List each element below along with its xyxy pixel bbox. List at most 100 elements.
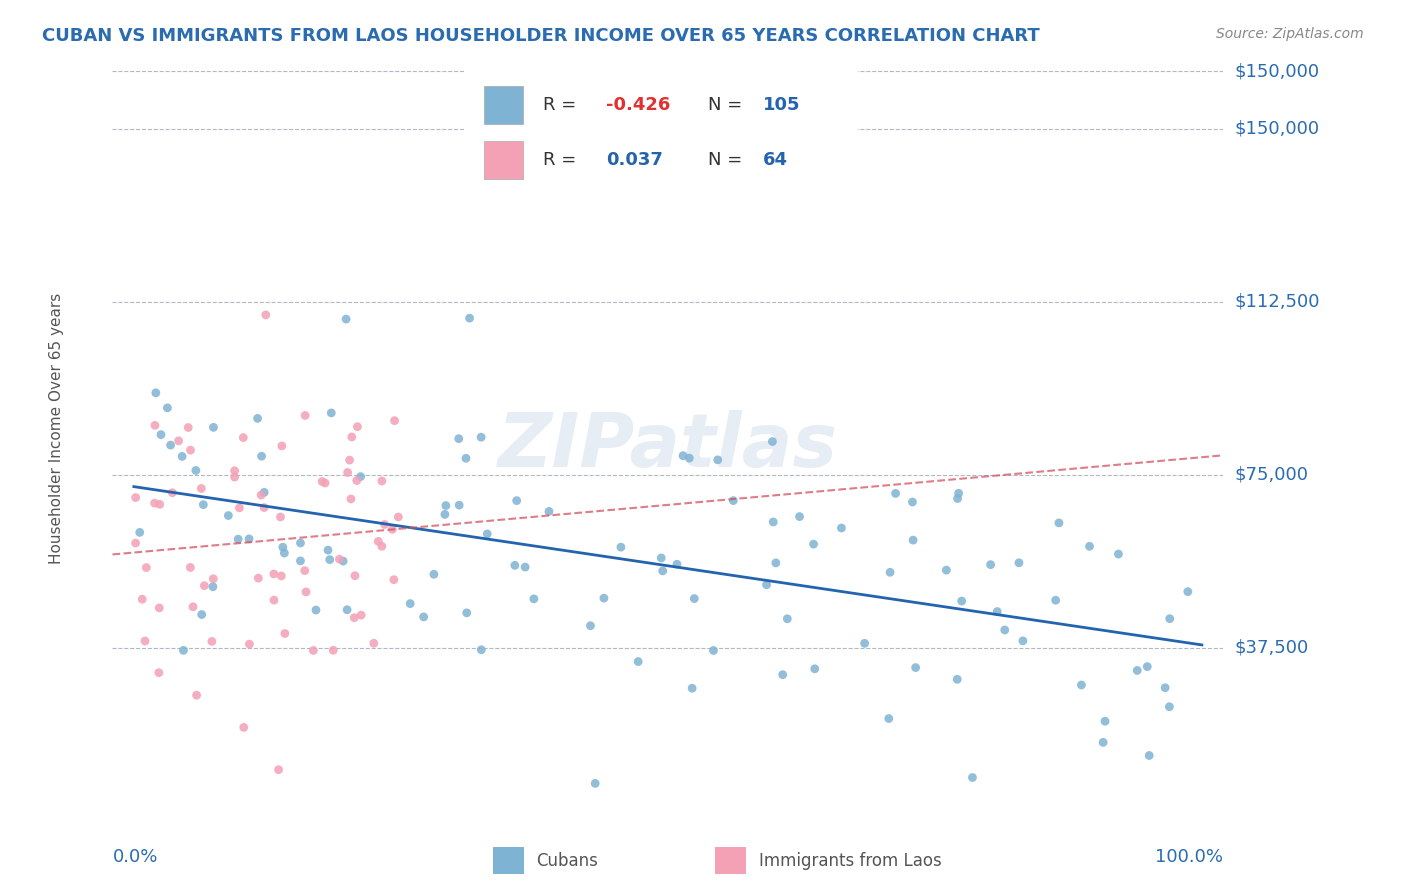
Point bbox=[503, 558, 526, 573]
Point bbox=[270, 510, 292, 524]
Point bbox=[179, 560, 201, 574]
Text: Source: ZipAtlas.com: Source: ZipAtlas.com bbox=[1216, 27, 1364, 41]
Point bbox=[505, 493, 527, 508]
Point bbox=[367, 534, 389, 549]
Point bbox=[765, 556, 787, 570]
Text: Householder Income Over 65 years: Householder Income Over 65 years bbox=[49, 293, 63, 564]
Point bbox=[254, 308, 277, 322]
Point bbox=[583, 776, 606, 790]
Point bbox=[433, 508, 456, 522]
Point bbox=[363, 636, 385, 650]
Point bbox=[335, 312, 357, 326]
Point bbox=[294, 409, 316, 423]
Point bbox=[238, 637, 260, 651]
Point bbox=[149, 497, 172, 511]
Point bbox=[226, 532, 249, 546]
Point bbox=[387, 510, 409, 524]
Point bbox=[302, 643, 325, 657]
Point bbox=[193, 498, 215, 512]
Point bbox=[371, 539, 394, 553]
Point bbox=[271, 540, 294, 554]
Point bbox=[124, 491, 146, 505]
Point bbox=[666, 558, 689, 572]
Point bbox=[250, 488, 273, 502]
Point bbox=[946, 491, 969, 506]
Point bbox=[336, 603, 359, 617]
Point bbox=[948, 486, 970, 500]
Text: R =: R = bbox=[543, 151, 582, 169]
Point bbox=[150, 427, 173, 442]
Text: ZIPatlas: ZIPatlas bbox=[498, 409, 838, 483]
Point bbox=[382, 573, 405, 587]
Point bbox=[290, 554, 312, 568]
Point bbox=[156, 401, 179, 415]
Point bbox=[232, 431, 254, 445]
Point bbox=[228, 500, 250, 515]
Point bbox=[579, 618, 602, 632]
Point bbox=[470, 430, 492, 444]
Point bbox=[412, 610, 434, 624]
Point bbox=[224, 470, 246, 484]
Text: Cubans: Cubans bbox=[536, 852, 598, 870]
Point bbox=[1137, 748, 1160, 763]
Point bbox=[311, 475, 333, 489]
Point bbox=[681, 681, 703, 696]
Point bbox=[1177, 584, 1199, 599]
Point bbox=[1159, 699, 1181, 714]
Point bbox=[162, 485, 184, 500]
Point bbox=[723, 493, 745, 508]
Point bbox=[901, 533, 924, 548]
Point bbox=[186, 688, 208, 702]
Point bbox=[381, 522, 404, 536]
Point bbox=[371, 474, 394, 488]
Point bbox=[946, 673, 969, 687]
Bar bbox=[484, 87, 523, 124]
Point bbox=[253, 485, 276, 500]
Point bbox=[962, 771, 984, 785]
Point bbox=[1094, 714, 1116, 729]
Point bbox=[879, 566, 901, 580]
Point bbox=[177, 420, 200, 434]
Point bbox=[193, 579, 215, 593]
Point bbox=[181, 599, 204, 614]
Point bbox=[610, 540, 633, 554]
Point bbox=[135, 560, 157, 574]
Point bbox=[319, 552, 342, 566]
Text: 100.0%: 100.0% bbox=[1156, 848, 1223, 866]
Point bbox=[683, 591, 706, 606]
Point bbox=[232, 720, 254, 734]
Point bbox=[755, 578, 778, 592]
Point bbox=[143, 418, 166, 433]
Point bbox=[513, 560, 536, 574]
Point bbox=[434, 499, 457, 513]
Point bbox=[314, 476, 336, 491]
Point bbox=[328, 552, 350, 566]
Point bbox=[201, 580, 224, 594]
Bar bbox=[484, 141, 523, 178]
Point bbox=[295, 585, 318, 599]
Point bbox=[1012, 633, 1035, 648]
Point bbox=[332, 554, 354, 568]
Point bbox=[305, 603, 328, 617]
Point bbox=[224, 464, 246, 478]
Point bbox=[172, 643, 194, 657]
Point bbox=[470, 642, 492, 657]
Point bbox=[1154, 681, 1177, 695]
Point bbox=[454, 451, 477, 466]
Point bbox=[537, 504, 560, 518]
Point bbox=[1107, 547, 1129, 561]
Point bbox=[762, 515, 785, 529]
Text: $37,500: $37,500 bbox=[1234, 639, 1309, 657]
Bar bbox=[716, 847, 747, 874]
Point bbox=[986, 605, 1008, 619]
Point bbox=[678, 451, 700, 466]
Point bbox=[772, 667, 794, 681]
Point bbox=[134, 634, 156, 648]
Point bbox=[904, 660, 927, 674]
Text: $75,000: $75,000 bbox=[1234, 466, 1309, 483]
Point bbox=[935, 563, 957, 577]
Point bbox=[322, 643, 344, 657]
Point bbox=[853, 636, 876, 650]
Point bbox=[399, 597, 422, 611]
Point bbox=[270, 439, 292, 453]
